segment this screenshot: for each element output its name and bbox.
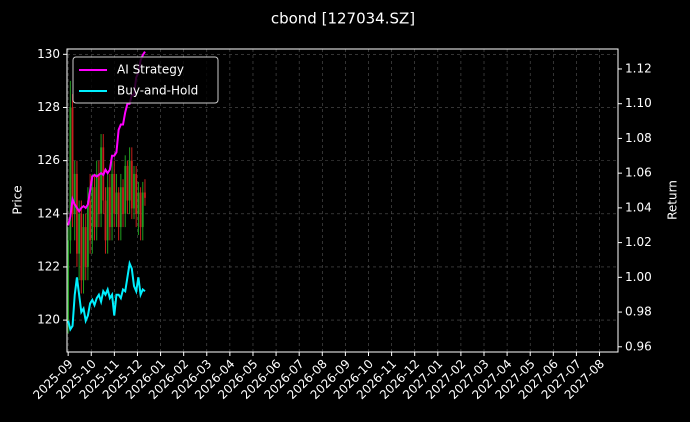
candle-body	[115, 192, 118, 214]
legend-box	[72, 56, 219, 104]
candle-body	[141, 192, 144, 228]
candle-body	[87, 200, 89, 267]
candle-body	[130, 160, 133, 209]
candle-body	[91, 187, 94, 241]
y2-tick-label: 1.06	[625, 166, 652, 180]
legend-label: AI Strategy	[117, 63, 184, 77]
y2-tick-label: 1.10	[625, 96, 652, 110]
candle-body	[76, 173, 78, 254]
candle-body	[126, 165, 129, 201]
candle-body	[73, 173, 76, 214]
candle-body	[69, 107, 72, 241]
chart-title: cbond [127034.SZ]	[271, 10, 415, 28]
candle-body	[82, 227, 85, 281]
y2-tick-label: 0.98	[625, 305, 652, 319]
y2-tick-label: 1.00	[625, 270, 652, 284]
candle-body	[122, 187, 124, 214]
y-tick-label: 120	[37, 313, 60, 327]
y-tick-label: 124	[37, 206, 60, 220]
y2-tick-label: 0.96	[625, 339, 652, 353]
y-tick-label: 128	[37, 100, 60, 114]
candle-body	[97, 173, 100, 214]
y-tick-label: 126	[37, 153, 60, 167]
candle-body	[137, 192, 140, 214]
y-tick-label: 130	[37, 47, 60, 61]
candle-body	[84, 227, 87, 267]
y2-tick-label: 1.04	[625, 200, 652, 214]
y2-tick-label: 1.02	[625, 235, 652, 249]
candle-body	[144, 192, 146, 198]
y2-axis-label: Return	[666, 180, 680, 220]
legend-label: Buy-and-Hold	[117, 84, 198, 98]
candle-body	[104, 200, 107, 241]
candle-body	[106, 187, 109, 241]
candle-body	[135, 173, 138, 214]
candle-body	[124, 165, 127, 214]
candle-body	[133, 173, 135, 209]
y2-tick-label: 1.08	[625, 131, 652, 145]
candle-body	[111, 173, 113, 228]
candle-body	[100, 147, 102, 214]
candle-body	[89, 200, 92, 241]
candle-body	[78, 213, 81, 254]
candle-body	[67, 240, 70, 321]
candle-body	[113, 173, 116, 214]
candle-body	[139, 192, 142, 228]
y2-tick-label: 1.12	[625, 61, 652, 75]
candle-body	[128, 160, 131, 201]
candle-body	[108, 187, 111, 228]
candle-body	[93, 187, 96, 228]
y-tick-label: 122	[37, 259, 60, 273]
candle-body	[80, 213, 83, 281]
candle-body	[95, 173, 98, 228]
candle-body	[71, 107, 74, 214]
y-axis-label: Price	[11, 185, 25, 214]
candle-body	[117, 192, 120, 228]
line-series	[67, 259, 146, 332]
plot-frame	[66, 48, 619, 353]
candle-body	[119, 187, 122, 228]
